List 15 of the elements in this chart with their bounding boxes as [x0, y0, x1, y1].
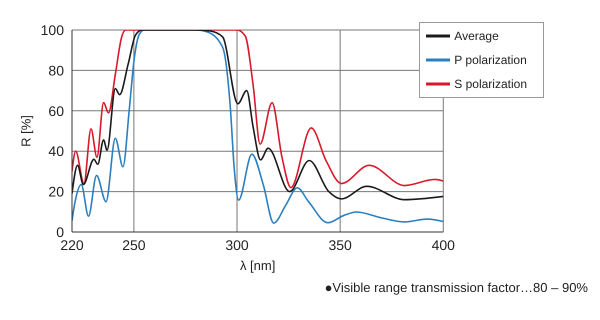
legend-label: Average [454, 29, 499, 44]
x-tick-label: 250 [122, 236, 146, 253]
x-axis-title: λ [nm] [240, 258, 276, 273]
legend-label: S polarization [454, 77, 527, 92]
x-tick-label: 300 [225, 236, 249, 253]
y-axis-title: R [%] [18, 115, 34, 147]
text: ●Visible range transmission factor…80 – 90% [324, 280, 589, 295]
x-tick-label: 400 [432, 236, 456, 253]
y-tick-label: 100 [40, 22, 64, 38]
y-tick-label: 40 [48, 143, 64, 160]
y-tick-label: 80 [48, 62, 64, 78]
legend-label: P polarization [454, 53, 527, 68]
x-tick-label: 350 [328, 236, 352, 253]
y-tick-label: 20 [48, 184, 64, 200]
y-tick-label: 60 [48, 102, 64, 119]
